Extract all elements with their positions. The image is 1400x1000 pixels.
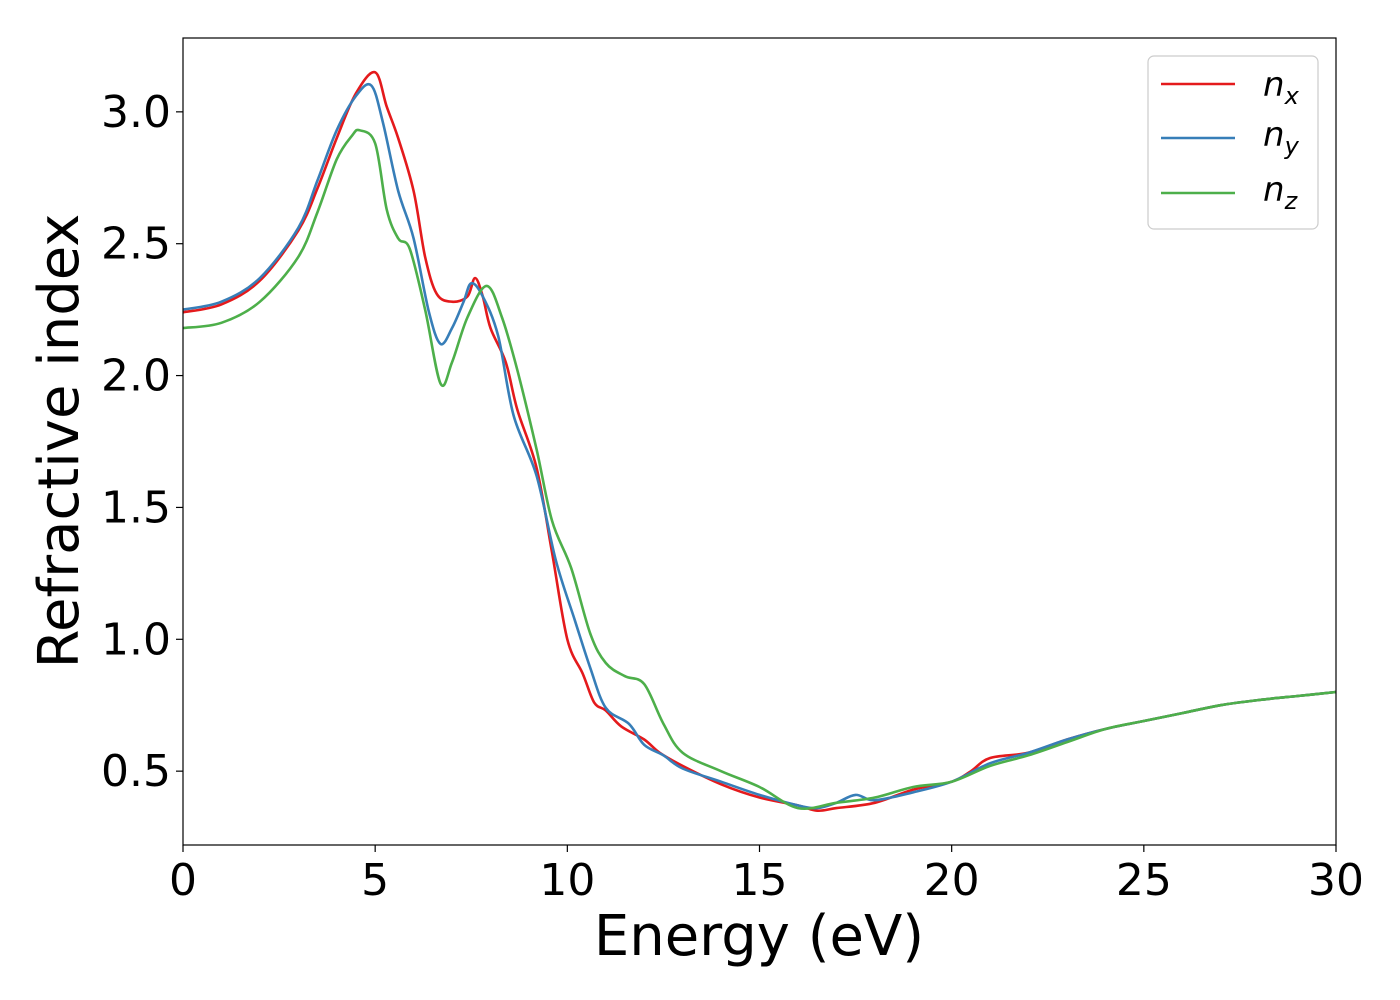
y-tick-label: 1.0 xyxy=(101,614,171,665)
series-line-n-z xyxy=(182,128,1337,810)
x-tick-label: 10 xyxy=(539,855,595,906)
x-tick-label: 5 xyxy=(361,855,389,906)
x-tick-label: 30 xyxy=(1308,855,1364,906)
legend-label-n-x-sub: x xyxy=(1284,82,1300,110)
legend: nx ny nz xyxy=(1147,55,1319,230)
legend-label-n-y: ny xyxy=(1263,115,1300,160)
y-tick-label: 1.5 xyxy=(101,482,171,533)
legend-label-n-x: nx xyxy=(1263,65,1300,110)
y-tick-label: 3.0 xyxy=(101,87,171,138)
x-tick-label: 0 xyxy=(169,855,197,906)
legend-label-n-y-main: n xyxy=(1263,115,1285,155)
legend-label-n-z-sub: z xyxy=(1284,187,1299,215)
legend-label-n-x-main: n xyxy=(1263,65,1285,105)
x-tick-label: 20 xyxy=(924,855,980,906)
y-axis-label: Refractive index xyxy=(27,214,92,669)
legend-label-n-z-main: n xyxy=(1263,170,1285,210)
y-axis: 0.5 1.0 1.5 2.0 2.5 3.0 xyxy=(101,87,183,797)
series-line-n-y xyxy=(182,82,1337,810)
series-layer xyxy=(182,70,1337,813)
y-tick-label: 2.0 xyxy=(101,351,171,402)
x-tick-label: 25 xyxy=(1116,855,1172,906)
x-tick-label: 15 xyxy=(732,855,788,906)
y-tick-label: 2.5 xyxy=(101,219,171,270)
legend-box xyxy=(1147,55,1319,230)
x-axis: 0 5 10 15 20 25 30 xyxy=(169,845,1364,906)
x-axis-label: Energy (eV) xyxy=(594,904,924,969)
y-tick-label: 0.5 xyxy=(101,746,171,797)
legend-label-n-y-sub: y xyxy=(1284,132,1300,160)
legend-label-n-z: nz xyxy=(1263,170,1299,215)
